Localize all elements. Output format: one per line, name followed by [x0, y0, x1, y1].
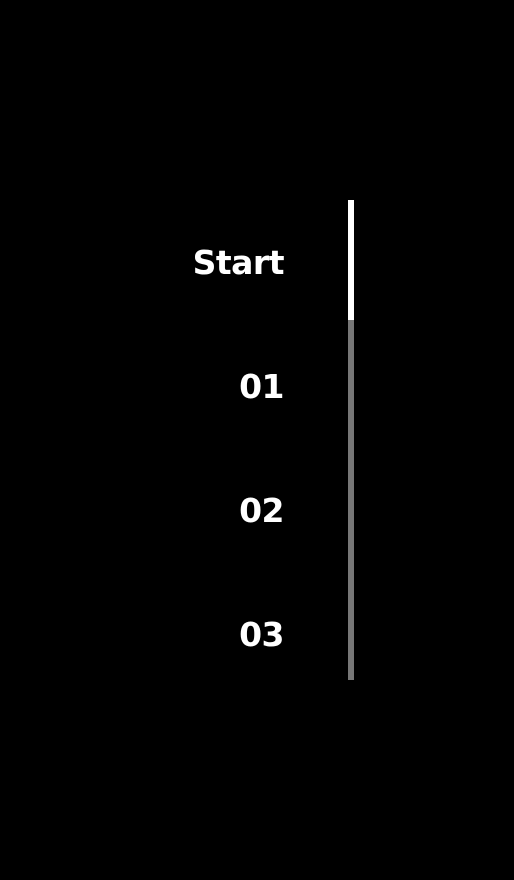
step-navigation: Start 01 02 03: [0, 200, 514, 680]
step-label-01: 01: [239, 366, 284, 406]
step-label-02: 02: [239, 490, 284, 530]
step-label-03: 03: [239, 614, 284, 654]
step-item-03[interactable]: 03: [239, 572, 284, 696]
step-item-02[interactable]: 02: [239, 448, 284, 572]
step-item-start[interactable]: Start: [192, 200, 285, 324]
step-item-01[interactable]: 01: [239, 324, 284, 448]
progress-track[interactable]: [348, 200, 354, 680]
progress-indicator: [348, 200, 354, 320]
step-label-start: Start: [192, 242, 285, 282]
